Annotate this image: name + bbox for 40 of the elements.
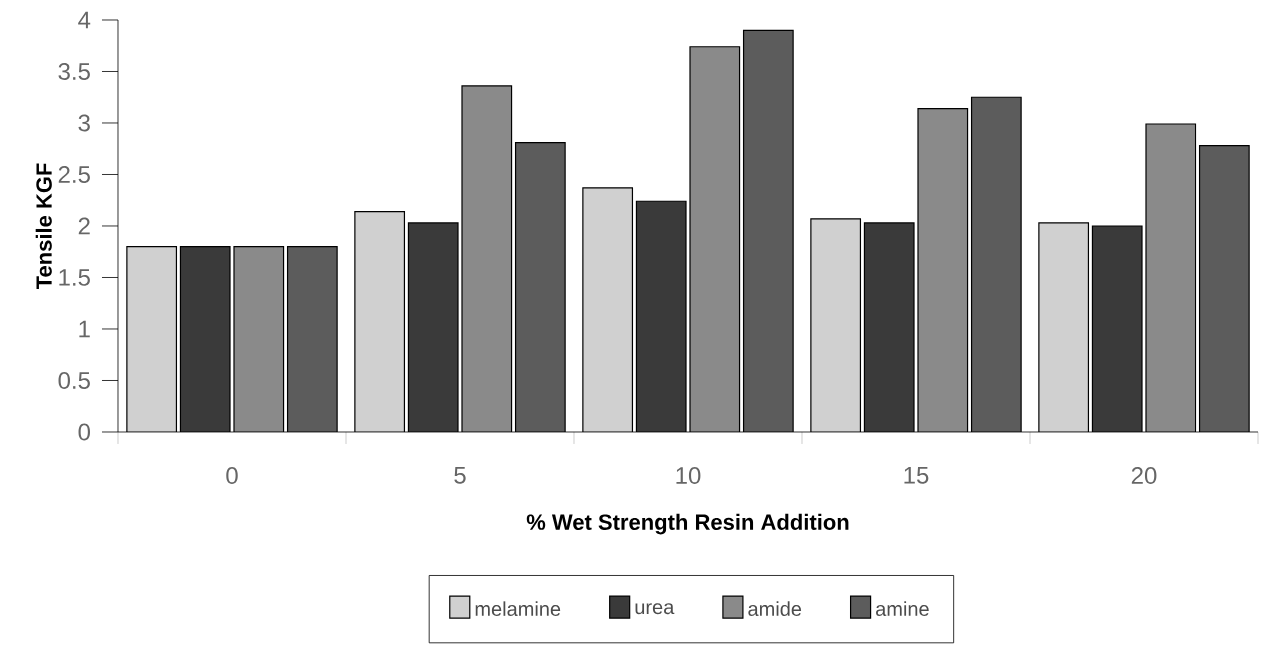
x-tick-label: 15 bbox=[904, 467, 929, 484]
legend-label: urea bbox=[635, 603, 675, 615]
bar bbox=[918, 108, 968, 432]
bar bbox=[1145, 123, 1197, 432]
y-tick-label: 2.5 bbox=[58, 166, 90, 183]
bar bbox=[287, 246, 338, 432]
y-tick-label: 0 bbox=[78, 423, 90, 441]
bar bbox=[743, 30, 794, 432]
bar bbox=[1038, 222, 1090, 432]
bar bbox=[408, 222, 458, 432]
bar bbox=[971, 97, 1022, 432]
bar bbox=[354, 211, 405, 432]
bar bbox=[810, 218, 861, 432]
legend-label: amine bbox=[876, 601, 929, 616]
x-tick-label: 5 bbox=[454, 467, 466, 484]
bar bbox=[234, 246, 284, 432]
x-axis-title: % Wet Strength Resin Addition bbox=[526, 513, 849, 535]
bar bbox=[582, 187, 633, 432]
bar bbox=[462, 85, 512, 432]
bar bbox=[690, 46, 740, 432]
x-tick-label: 10 bbox=[676, 467, 701, 485]
bar bbox=[126, 246, 177, 432]
bar bbox=[1198, 145, 1250, 432]
y-tick-label: 3.5 bbox=[58, 63, 90, 80]
bar bbox=[636, 201, 686, 432]
x-tick-label: 20 bbox=[1131, 467, 1157, 485]
y-tick-label: 1.5 bbox=[59, 269, 90, 286]
y-tick-label: 4 bbox=[78, 11, 91, 29]
bar bbox=[864, 222, 914, 432]
bar bbox=[1091, 225, 1143, 432]
bar bbox=[180, 246, 230, 432]
y-axis-title: Tensile KGF bbox=[35, 163, 52, 290]
y-tick-label: 2 bbox=[78, 217, 90, 235]
y-tick-label: 3 bbox=[78, 114, 90, 132]
x-tick-label: 0 bbox=[226, 467, 238, 485]
y-tick-label: 1 bbox=[79, 320, 90, 338]
bar bbox=[515, 142, 566, 432]
legend-label: melamine bbox=[475, 601, 561, 616]
legend-label: amide bbox=[748, 601, 802, 616]
y-tick-label: 0.5 bbox=[58, 372, 90, 389]
